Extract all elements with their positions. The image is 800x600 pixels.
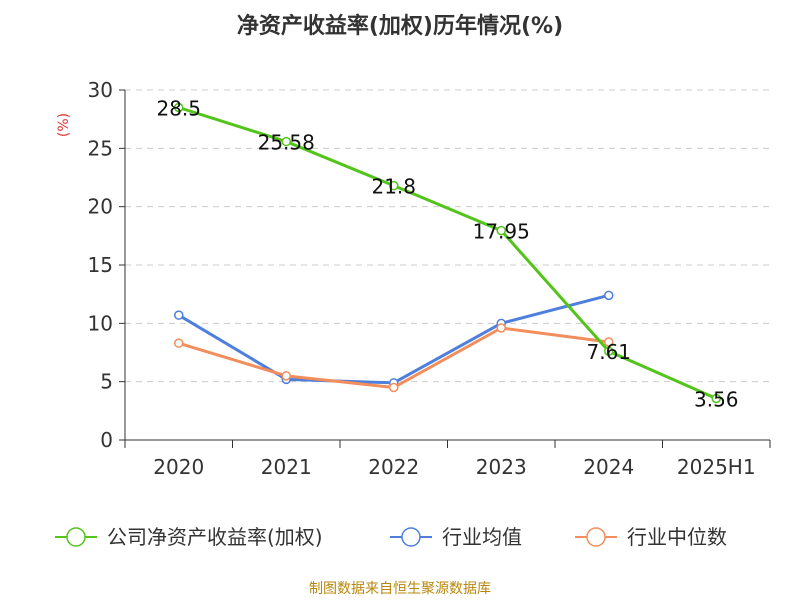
data-point — [604, 290, 614, 301]
data-point — [711, 393, 721, 404]
legend-label: 行业均值 — [442, 525, 522, 549]
series-line — [178, 106, 717, 400]
series-line — [177, 293, 610, 385]
data-point — [604, 346, 614, 356]
data-point — [496, 225, 506, 236]
data-point — [604, 337, 614, 347]
x-tick-label: 2022 — [368, 455, 419, 479]
data-point — [389, 180, 399, 191]
chart-title: 净资产收益率(加权)历年情况(%) — [236, 14, 564, 39]
x-tick-label: 2021 — [261, 455, 312, 479]
x-tick-label: 2024 — [583, 455, 634, 479]
data-label: 21.8 — [371, 175, 416, 199]
y-tick-label: 20 — [88, 195, 113, 219]
y-axis-label: (%) — [56, 113, 72, 137]
data-source: 制图数据来自恒生聚源数据库 — [309, 581, 491, 597]
data-label: 3.56 — [694, 387, 739, 411]
data-point — [389, 382, 399, 393]
x-tick-label: 2025H1 — [677, 455, 756, 479]
y-tick-label: 0 — [100, 428, 113, 452]
data-label: 28.5 — [156, 97, 201, 121]
y-tick-label: 5 — [100, 370, 113, 394]
data-point — [496, 323, 506, 333]
legend-marker — [586, 527, 606, 547]
legend-marker — [401, 527, 421, 547]
x-tick-label: 2023 — [476, 455, 527, 479]
x-tick-label: 2020 — [153, 455, 204, 479]
data-label: 25.58 — [258, 131, 315, 155]
data-point — [174, 338, 184, 348]
data-label: 7.61 — [586, 340, 631, 364]
y-tick-label: 25 — [88, 136, 113, 160]
data-point — [281, 371, 291, 381]
data-label: 17.95 — [473, 220, 530, 244]
legend-marker — [66, 527, 86, 547]
legend-label: 行业中位数 — [627, 525, 727, 549]
data-point — [174, 310, 184, 320]
line-chart: 0 5 10 15 20 25 30 (%) 2020 2021 2022 2023 2024 2025H… — [55, 78, 771, 549]
data-point — [174, 102, 184, 113]
y-tick-label: 15 — [88, 253, 113, 277]
legend-label: 公司净资产收益率(加权) — [107, 525, 323, 549]
y-tick-label: 10 — [88, 311, 113, 335]
y-tick-label: 30 — [88, 78, 113, 102]
data-point — [281, 136, 291, 147]
